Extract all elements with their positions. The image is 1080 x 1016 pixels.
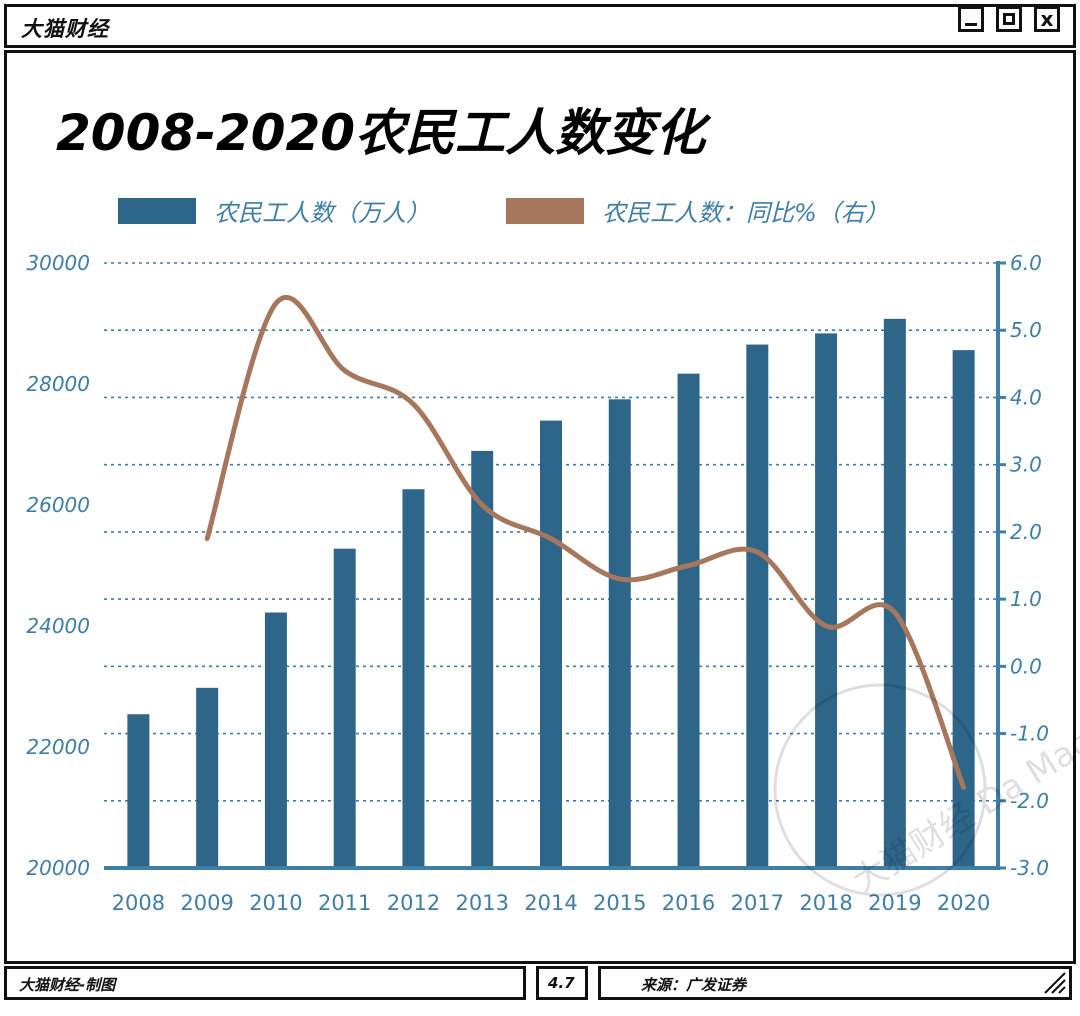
footer-version-text: 4.7: [548, 974, 575, 992]
maximize-icon: [1003, 13, 1015, 25]
x-tick-label: 2012: [387, 891, 440, 915]
left-tick-label: 22000: [26, 735, 90, 759]
left-tick-label: 20000: [26, 856, 90, 880]
bar-2019: [883, 318, 906, 868]
right-tick-label: -3.0: [1010, 856, 1049, 880]
bar-2017: [746, 344, 769, 869]
bar-2018: [815, 333, 838, 868]
minimize-button[interactable]: [958, 6, 984, 32]
bar-2020: [952, 350, 975, 868]
right-tick-label: 3.0: [1010, 453, 1042, 477]
bar-2010: [264, 612, 287, 868]
x-tick-label: 2008: [112, 891, 165, 915]
footer-source: 来源：广发证券: [598, 966, 1072, 1000]
x-tick-label: 2010: [249, 891, 302, 915]
legend: 农民工人数（万人） 农民工人数：同比%（右）: [118, 198, 889, 227]
maximize-button[interactable]: [996, 6, 1022, 32]
app-title: 大猫财经: [21, 17, 109, 41]
footer-source-text: 来源：广发证券: [641, 976, 747, 994]
right-tick-label: 1.0: [1010, 587, 1042, 611]
left-tick-label: 24000: [26, 614, 90, 638]
right-tick-label: 6.0: [1010, 251, 1042, 275]
bar-2009: [196, 687, 219, 868]
left-tick-label: 30000: [26, 251, 90, 275]
left-axis-ticks: 20000 22000 24000 26000 28000 30000: [26, 251, 90, 880]
chart-title: 2008-2020农民工人数变化: [56, 104, 712, 162]
left-tick-label: 28000: [26, 372, 90, 396]
x-tick-label: 2019: [868, 891, 921, 915]
legend-bar-swatch: [118, 198, 196, 224]
x-tick-label: 2018: [799, 891, 852, 915]
bar-2008: [127, 714, 150, 868]
legend-bar-label: 农民工人数（万人）: [214, 199, 430, 227]
right-tick-label: 4.0: [1010, 385, 1042, 409]
resize-grip-icon[interactable]: [1041, 969, 1067, 995]
grid-lines: [104, 262, 998, 802]
window-titlebar: 大猫财经: [4, 4, 1076, 48]
minimize-icon: [965, 23, 977, 26]
bar-2016: [677, 373, 700, 868]
close-button[interactable]: x: [1034, 6, 1060, 32]
right-axis-ticks: -3.0 -2.0 -1.0 0.0 1.0 2.0 3.0 4.0 5.0 6.0: [998, 251, 1049, 880]
bar-2013: [471, 450, 494, 868]
x-tick-label: 2011: [318, 891, 371, 915]
bars: [127, 318, 975, 869]
axes: [104, 261, 1000, 870]
legend-line-label: 农民工人数：同比%（右）: [602, 199, 889, 227]
x-tick-label: 2013: [456, 891, 509, 915]
bar-2015: [608, 399, 631, 868]
bar-2012: [402, 489, 425, 868]
x-tick-label: 2015: [593, 891, 646, 915]
yoy-line-path: [204, 294, 967, 790]
right-tick-label: 0.0: [1010, 654, 1042, 678]
legend-line-swatch: [506, 198, 584, 224]
footer-version: 4.7: [536, 966, 588, 1000]
x-tick-label: 2009: [180, 891, 233, 915]
x-tick-label: 2017: [731, 891, 784, 915]
close-icon: x: [1040, 7, 1054, 31]
right-tick-label: 5.0: [1010, 318, 1042, 342]
x-axis-ticks: 2008 2009 2010 2011 2012 2013 2014 2015 2016 2017…: [112, 891, 991, 915]
left-tick-label: 26000: [26, 493, 90, 517]
x-tick-label: 2020: [937, 891, 990, 915]
x-tick-label: 2014: [524, 891, 577, 915]
footer-credit-text: 大猫财经-制图: [19, 976, 116, 994]
x-tick-label: 2016: [662, 891, 715, 915]
footer-credit: 大猫财经-制图: [4, 966, 526, 1000]
yoy-line: [204, 294, 967, 790]
right-tick-label: -2.0: [1010, 789, 1049, 813]
right-tick-label: -1.0: [1010, 722, 1049, 746]
right-tick-label: 2.0: [1010, 520, 1042, 544]
bar-2011: [333, 548, 356, 868]
bar-2014: [540, 420, 562, 868]
